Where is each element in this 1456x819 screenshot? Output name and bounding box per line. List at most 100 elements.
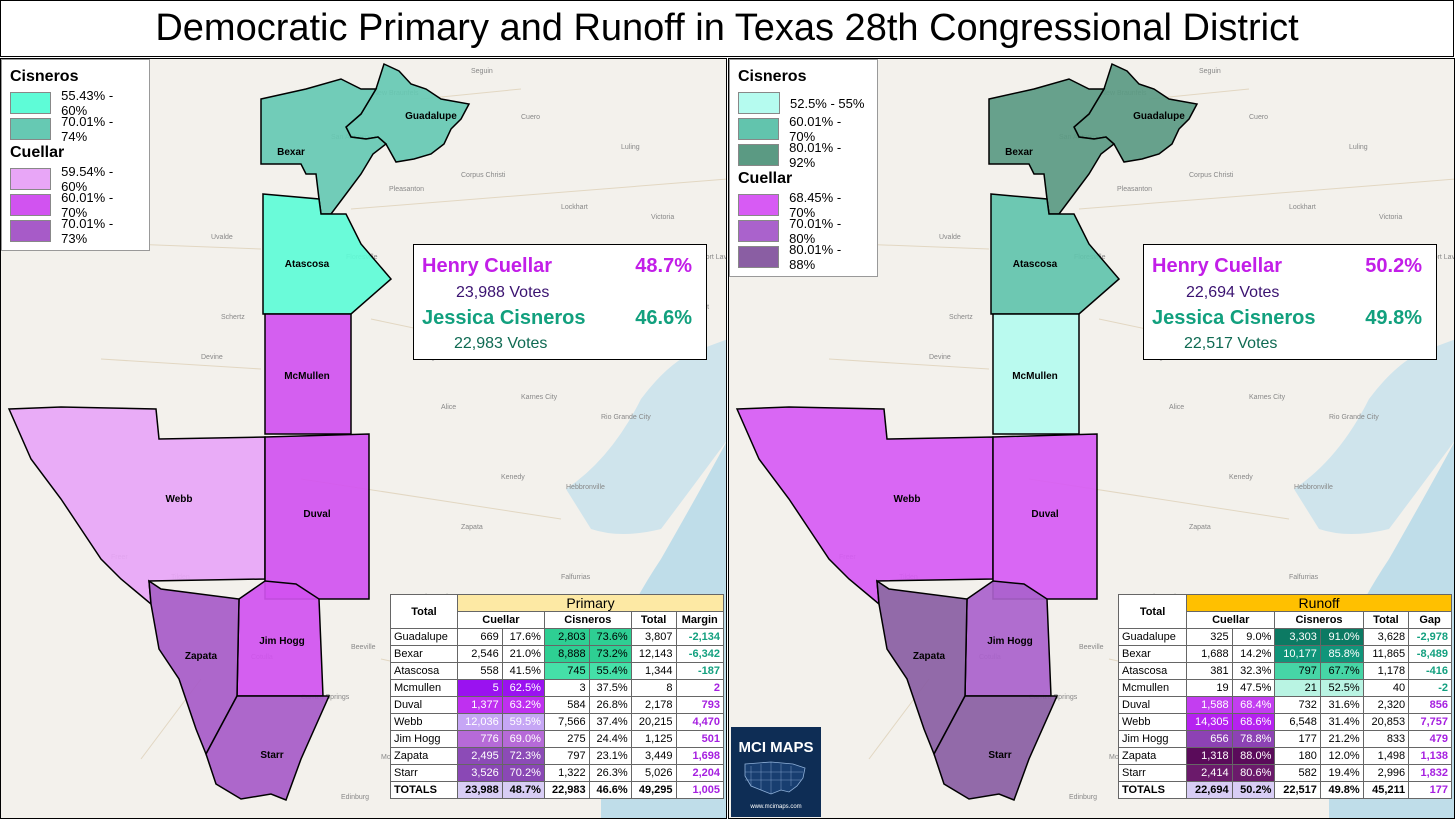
table-cell: 3,526 <box>457 764 503 782</box>
county-duval[interactable] <box>992 433 1098 600</box>
table-cell: 21 <box>1274 679 1321 697</box>
table-cell: 732 <box>1274 696 1321 714</box>
table-cell: 73.6% <box>588 628 632 646</box>
table-cell: 2,803 <box>543 628 590 646</box>
table-cell: 1,178 <box>1362 662 1410 680</box>
legend-item: 70.01% - 80% <box>738 216 869 246</box>
table-cell: 5 <box>457 679 503 697</box>
table-cell: 1,005 <box>675 781 724 799</box>
legend-label: 59.54% - 60% <box>61 164 114 194</box>
map-place-label: Victoria <box>1379 214 1402 221</box>
map-place-label: Rio Grande City <box>1329 414 1379 421</box>
table-cell: 582 <box>1274 764 1321 782</box>
county-label-bexar: Bexar <box>1005 147 1033 158</box>
table-cell: 63.2% <box>501 696 545 714</box>
county-zapata[interactable] <box>876 579 968 756</box>
table-cell: 24.4% <box>588 730 632 748</box>
table-cell: 1,344 <box>630 662 677 680</box>
legend-label: 52.5% - 55% <box>790 95 865 111</box>
table-cell: 501 <box>675 730 724 748</box>
legend-swatch <box>10 118 52 140</box>
map-place-label: Seguin <box>471 68 493 75</box>
county-bexar[interactable] <box>988 78 1116 215</box>
table-cell: 19 <box>1186 679 1233 697</box>
legend-swatch <box>10 92 52 114</box>
legend-item: 60.01% - 70% <box>738 114 869 144</box>
map-place-label: Cuero <box>1249 114 1268 121</box>
map-place-label: Seguin <box>1199 68 1221 75</box>
table-cell: Webb <box>1117 713 1188 731</box>
table-row: Mcmullen 5 62.5% 3 37.5% 8 2 <box>390 679 724 697</box>
map-place-label: Corpus Christi <box>461 172 506 179</box>
table-cell: 85.8% <box>1319 645 1364 663</box>
table-cell: -2,978 <box>1408 628 1452 646</box>
table-cell: 23,988 <box>457 781 503 799</box>
table-cell: 3 <box>543 679 590 697</box>
map-place-label: Uvalde <box>211 234 233 241</box>
map-place-label: Victoria <box>651 214 674 221</box>
table-cell: 797 <box>543 747 590 765</box>
table-cell: 20,853 <box>1362 713 1410 731</box>
table-row: Guadalupe 669 17.6% 2,803 73.6% 3,807 -2,134 <box>390 628 724 646</box>
primary-results-table: Total Primary Cuellar Cisneros Total Mar… <box>390 594 724 799</box>
map-place-label: Devine <box>201 354 223 361</box>
map-place-label: Edinburg <box>341 794 369 801</box>
table-cell: -187 <box>675 662 724 680</box>
county-label-bexar: Bexar <box>277 147 305 158</box>
map-place-label: Hebbronville <box>1294 484 1333 491</box>
candidate-cuellar-votes: 22,694 Votes <box>1186 284 1280 301</box>
table-cell: Jim Hogg <box>1117 730 1188 748</box>
col-header: Cisneros <box>1274 611 1364 629</box>
table-cell: 3,807 <box>630 628 677 646</box>
table-cell: 7,757 <box>1408 713 1452 731</box>
table-cell: 2,546 <box>457 645 503 663</box>
table-cell: TOTALS <box>390 781 458 799</box>
candidate-cisneros-votes: 22,983 Votes <box>454 335 548 352</box>
table-cell: 32.3% <box>1231 662 1276 680</box>
map-place-label: Schertz <box>221 314 245 321</box>
table-cell: 88.0% <box>1231 747 1276 765</box>
county-starr[interactable] <box>933 695 1059 801</box>
table-cell: 2 <box>675 679 724 697</box>
map-place-label: Lockhart <box>561 204 588 211</box>
county-label-starr: Starr <box>260 750 283 761</box>
legend-swatch <box>738 118 780 140</box>
bay-water <box>1294 339 1454 534</box>
table-row: Jim Hogg 776 69.0% 275 24.4% 1,125 501 <box>390 730 724 748</box>
legend-cisneros-title: Cisneros <box>10 68 79 85</box>
col-header: Total <box>1362 611 1410 629</box>
table-cell: Starr <box>390 764 458 782</box>
legend-swatch <box>10 168 52 190</box>
table-cell: 26.8% <box>588 696 632 714</box>
map-place-label: Devine <box>929 354 951 361</box>
table-cell: 1,138 <box>1408 747 1452 765</box>
table-cell: 70.2% <box>501 764 545 782</box>
table-cell: 6,548 <box>1274 713 1321 731</box>
table-cell: Zapata <box>390 747 458 765</box>
legend-label: 55.43% - 60% <box>61 88 114 118</box>
county-zapata[interactable] <box>148 579 240 756</box>
legend-item: 80.01% - 88% <box>738 242 869 272</box>
county-starr[interactable] <box>205 695 331 801</box>
county-duval[interactable] <box>264 433 370 600</box>
table-row: Duval 1,377 63.2% 584 26.8% 2,178 793 <box>390 696 724 714</box>
table-row: Starr 3,526 70.2% 1,322 26.3% 5,026 2,204 <box>390 764 724 782</box>
map-place-label: Beeville <box>351 644 376 651</box>
table-cell: 1,698 <box>675 747 724 765</box>
map-place-label: Hebbronville <box>566 484 605 491</box>
table-cell: 19.4% <box>1319 764 1364 782</box>
table-cell: 776 <box>457 730 503 748</box>
table-cell: 2,495 <box>457 747 503 765</box>
county-label-guadalupe: Guadalupe <box>405 111 457 122</box>
legend-item: 80.01% - 92% <box>738 140 869 170</box>
legend-swatch <box>738 92 780 114</box>
table-cell: 10,177 <box>1274 645 1321 663</box>
table-cell: 12.0% <box>1319 747 1364 765</box>
legend-label: 60.01% - 70% <box>61 190 114 220</box>
legend-cuellar-title: Cuellar <box>10 144 65 161</box>
table-cell: 78.8% <box>1231 730 1276 748</box>
county-bexar[interactable] <box>260 78 388 215</box>
map-place-label: Luling <box>1349 144 1368 151</box>
map-place-label: Pleasanton <box>389 186 424 193</box>
county-label-atascosa: Atascosa <box>1013 259 1058 270</box>
